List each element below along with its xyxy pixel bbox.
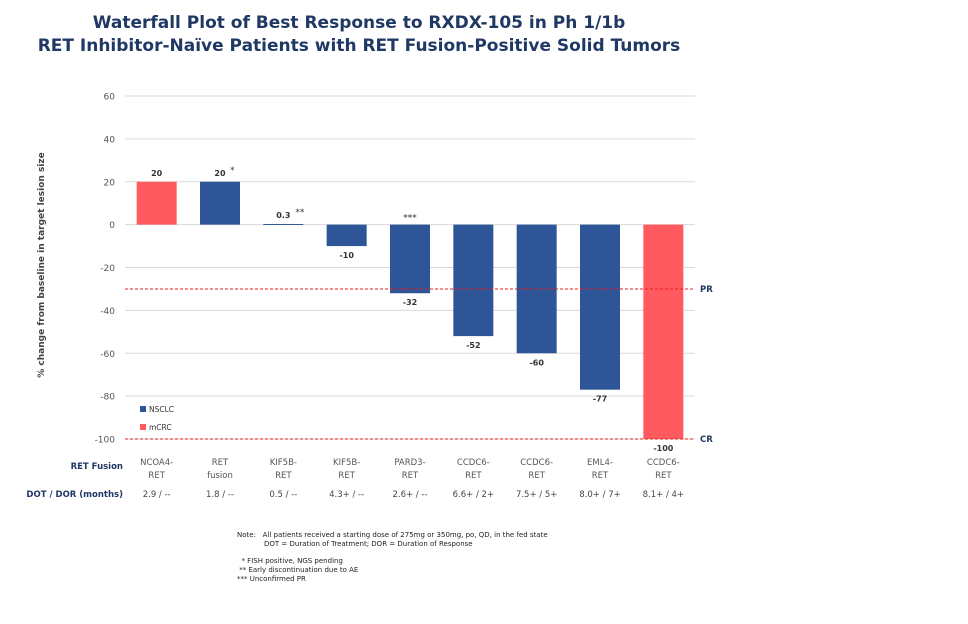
x-category-label: RET bbox=[655, 471, 672, 481]
annotation: * bbox=[230, 166, 235, 176]
x-category-label: RET bbox=[148, 471, 165, 481]
bar bbox=[263, 223, 304, 225]
annotation: ** bbox=[295, 208, 305, 218]
bar bbox=[136, 181, 177, 225]
x-category-label: CCDC6- bbox=[647, 458, 680, 468]
annotation: *** bbox=[403, 214, 417, 224]
x-category-label: fusion bbox=[207, 471, 233, 481]
dot-dor-value: 4.3+ / -- bbox=[329, 490, 364, 500]
bar bbox=[453, 224, 494, 337]
x-category-label: RET bbox=[465, 471, 482, 481]
legend-swatch bbox=[140, 424, 146, 430]
x-category-label: CCDC6- bbox=[520, 458, 553, 468]
data-label: -32 bbox=[403, 298, 417, 307]
bar bbox=[326, 224, 367, 247]
data-label: 20 bbox=[214, 169, 226, 178]
row-label-fusion: RET Fusion bbox=[71, 462, 123, 472]
y-axis-label: % change from baseline in target lesion … bbox=[37, 152, 47, 377]
x-category-label: RET bbox=[592, 471, 609, 481]
legend-swatch bbox=[140, 406, 146, 412]
y-tick-label: 40 bbox=[104, 135, 116, 145]
x-category-label: RET bbox=[275, 471, 292, 481]
x-category-label: PARD3- bbox=[394, 458, 425, 468]
data-label: -60 bbox=[529, 358, 544, 367]
bar bbox=[643, 224, 684, 439]
dot-dor-value: 1.8 / -- bbox=[206, 490, 234, 500]
note-label: Note: bbox=[237, 531, 256, 539]
data-label: 0.3 bbox=[276, 211, 290, 220]
bar bbox=[390, 224, 430, 294]
footnote-2: ** Early discontinuation due to AE bbox=[237, 566, 359, 574]
x-category-label: CCDC6- bbox=[457, 458, 490, 468]
y-tick-label: 60 bbox=[104, 93, 116, 103]
dot-dor-value: 0.5 / -- bbox=[269, 490, 297, 500]
y-tick-label: -100 bbox=[95, 436, 116, 446]
waterfall-chart: 60 40 20 0 -20 -40 -60 -80 -100 % change from bas… bbox=[26, 93, 713, 501]
x-category-label: EML4- bbox=[587, 458, 613, 468]
data-label: -100 bbox=[653, 444, 673, 453]
x-category-label: KIF5B- bbox=[333, 458, 360, 468]
y-tick-label: -80 bbox=[100, 393, 115, 403]
title-line-1: Waterfall Plot of Best Response to RXDX-… bbox=[92, 13, 626, 33]
y-tick-label: -40 bbox=[100, 307, 115, 317]
y-tick-label: 20 bbox=[104, 178, 116, 188]
y-tick-label: 0 bbox=[109, 221, 115, 231]
footnote-1: * FISH positive, NGS pending bbox=[237, 557, 343, 565]
row-label-dot: DOT / DOR (months) bbox=[26, 490, 123, 500]
data-label: -10 bbox=[339, 251, 354, 260]
notes: Note: All patients received a starting d… bbox=[237, 531, 548, 584]
footnote-3: *** Unconfirmed PR bbox=[237, 575, 306, 583]
x-category-label: KIF5B- bbox=[270, 458, 297, 468]
dot-dor-value: 8.1+ / 4+ bbox=[643, 490, 684, 500]
y-tick-label: -20 bbox=[100, 264, 115, 274]
bar bbox=[580, 224, 620, 390]
note-2: DOT = Duration of Treatment; DOR = Durat… bbox=[264, 540, 473, 548]
legend-label: NSCLC bbox=[149, 405, 174, 414]
x-category-label: RET bbox=[402, 471, 419, 481]
dot-dor-value: 8.0+ / 7+ bbox=[579, 490, 620, 500]
legend-label: mCRC bbox=[149, 423, 172, 432]
dot-dor-value: 2.6+ / -- bbox=[392, 490, 427, 500]
dot-dor-value: 7.5+ / 5+ bbox=[516, 490, 557, 500]
chart-title: Waterfall Plot of Best Response to RXDX-… bbox=[0, 12, 718, 58]
data-label: -77 bbox=[593, 395, 607, 404]
reference-label: PR bbox=[700, 285, 713, 295]
data-label: 20 bbox=[151, 169, 163, 178]
data-label: -52 bbox=[466, 341, 480, 350]
dot-dor-value: 6.6+ / 2+ bbox=[453, 490, 494, 500]
x-category-label: RET bbox=[528, 471, 545, 481]
x-category-label: RET bbox=[212, 458, 229, 468]
y-tick-label: -60 bbox=[100, 350, 115, 360]
x-category-label: NCOA4- bbox=[140, 458, 173, 468]
dot-dor-value: 2.9 / -- bbox=[143, 490, 171, 500]
bar bbox=[200, 181, 240, 225]
reference-label: CR bbox=[700, 435, 713, 445]
title-line-2: RET Inhibitor-Naïve Patients with RET Fu… bbox=[37, 36, 681, 56]
note-1: All patients received a starting dose of… bbox=[262, 531, 548, 539]
x-category-label: RET bbox=[338, 471, 355, 481]
